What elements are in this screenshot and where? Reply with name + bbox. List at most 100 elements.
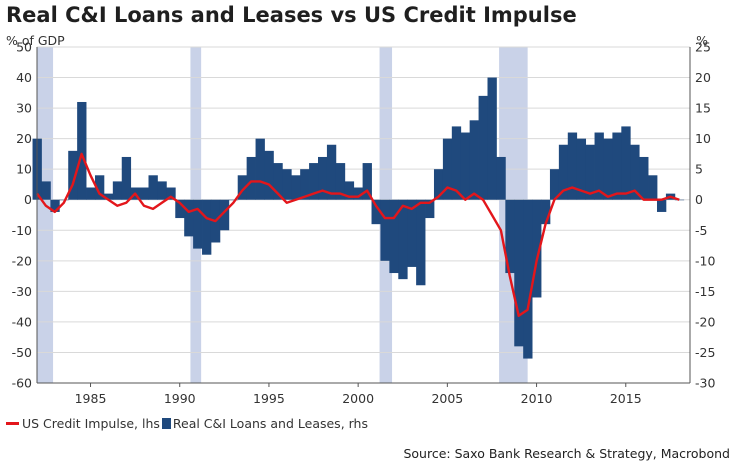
loans-bar — [77, 101, 87, 200]
right-tick-label: 25 — [695, 40, 711, 55]
loans-bar — [112, 181, 123, 200]
left-tick-label: 0 — [24, 192, 32, 207]
loans-bar — [630, 144, 640, 200]
loans-bar — [139, 187, 149, 200]
loans-bar — [273, 163, 283, 200]
loans-bar — [175, 199, 185, 219]
loans-bar — [576, 138, 587, 200]
loans-bar — [612, 132, 622, 200]
loans-bar — [460, 132, 471, 200]
left-tick-label: -40 — [12, 314, 32, 329]
loans-bar — [157, 181, 167, 200]
right-tick-label: -5 — [695, 223, 707, 238]
loans-bar — [496, 156, 506, 200]
loans-bar — [166, 187, 176, 200]
loans-bar — [228, 199, 239, 201]
loans-bar — [416, 199, 426, 286]
loans-bar — [407, 199, 417, 267]
loans-bar — [371, 199, 381, 225]
line-swatch-icon — [6, 422, 19, 425]
loans-bar — [567, 132, 578, 200]
source-note: Source: Saxo Bank Research & Strategy, M… — [403, 446, 730, 461]
left-tick-label: 50 — [16, 40, 32, 55]
right-tick-label: 0 — [695, 192, 703, 207]
loans-bar — [603, 138, 613, 200]
loans-bar — [219, 199, 230, 231]
loans-bar — [380, 199, 390, 261]
loans-bar — [264, 150, 274, 200]
loans-bar — [193, 199, 203, 249]
right-tick-label: 20 — [695, 70, 711, 85]
loans-bar — [433, 169, 444, 200]
loans-bar — [121, 156, 132, 200]
x-tick-label: 2010 — [521, 391, 553, 406]
loans-bar — [398, 199, 408, 280]
loans-bar — [514, 199, 524, 347]
loans-bar — [656, 199, 667, 212]
left-tick-label: -20 — [12, 253, 32, 268]
loans-bar — [594, 132, 604, 200]
loans-bar — [148, 175, 158, 200]
right-tick-label: -30 — [695, 376, 715, 391]
loans-bar — [94, 175, 105, 200]
loans-bar — [41, 181, 51, 200]
left-tick-label: 40 — [16, 70, 32, 85]
right-tick-label: 5 — [695, 162, 703, 177]
left-tick-label: -10 — [12, 223, 32, 238]
loans-bar — [541, 199, 551, 225]
loans-bar — [621, 126, 631, 200]
loans-bar — [335, 163, 346, 200]
loans-bar — [184, 199, 194, 237]
loans-bar — [318, 156, 328, 200]
legend: US Credit Impulse, lhs Real C&I Loans an… — [6, 416, 368, 431]
loans-bar — [639, 156, 649, 200]
x-tick-label: 2015 — [610, 391, 642, 406]
loans-bar — [585, 144, 595, 200]
loans-bar — [442, 138, 453, 200]
loans-bar — [246, 156, 256, 200]
legend-label-credit-impulse: US Credit Impulse, lhs — [22, 416, 160, 431]
left-tick-label: 10 — [16, 162, 32, 177]
loans-bar — [68, 150, 78, 200]
left-tick-label: -30 — [12, 284, 32, 299]
recession-band-0 — [37, 47, 54, 383]
right-tick-label: -15 — [695, 284, 715, 299]
loans-bar — [389, 199, 399, 274]
left-tick-label: 20 — [16, 131, 32, 146]
legend-item-credit-impulse: US Credit Impulse, lhs — [6, 416, 160, 431]
loans-bar — [523, 199, 533, 359]
loans-bar — [353, 187, 364, 200]
loans-bar — [478, 95, 488, 200]
loans-bar — [674, 199, 685, 201]
left-tick-label: -50 — [12, 345, 32, 360]
x-tick-label: 1985 — [75, 391, 107, 406]
loans-bar — [300, 169, 310, 200]
loans-bar — [86, 187, 96, 200]
right-tick-label: -20 — [695, 314, 715, 329]
loans-bar — [425, 199, 435, 219]
loans-bar — [469, 120, 479, 200]
loans-bar — [237, 175, 248, 200]
left-tick-label: -60 — [12, 376, 32, 391]
legend-label-loans: Real C&I Loans and Leases, rhs — [172, 416, 368, 431]
loans-bar — [326, 144, 337, 200]
x-tick-label: 1995 — [253, 391, 285, 406]
loans-bar — [362, 163, 372, 200]
chart-title: Real C&I Loans and Leases vs US Credit I… — [6, 3, 577, 27]
loans-bar — [282, 169, 292, 200]
loans-bar — [255, 138, 265, 200]
right-axis-unit: % — [696, 33, 708, 48]
right-tick-label: -10 — [695, 253, 715, 268]
x-tick-label: 2005 — [431, 391, 463, 406]
legend-item-loans: Real C&I Loans and Leases, rhs — [161, 416, 368, 431]
credit-impulse-line — [36, 152, 680, 317]
loans-bar — [505, 199, 515, 274]
loans-bar — [50, 199, 60, 212]
left-axis-unit: % of GDP — [6, 33, 65, 48]
loans-bar — [344, 181, 355, 200]
x-tick-label: 2000 — [342, 391, 374, 406]
loans-bar — [451, 126, 462, 200]
left-tick-label: 30 — [16, 101, 32, 116]
loans-bar — [487, 77, 497, 200]
loans-bar — [532, 199, 542, 298]
